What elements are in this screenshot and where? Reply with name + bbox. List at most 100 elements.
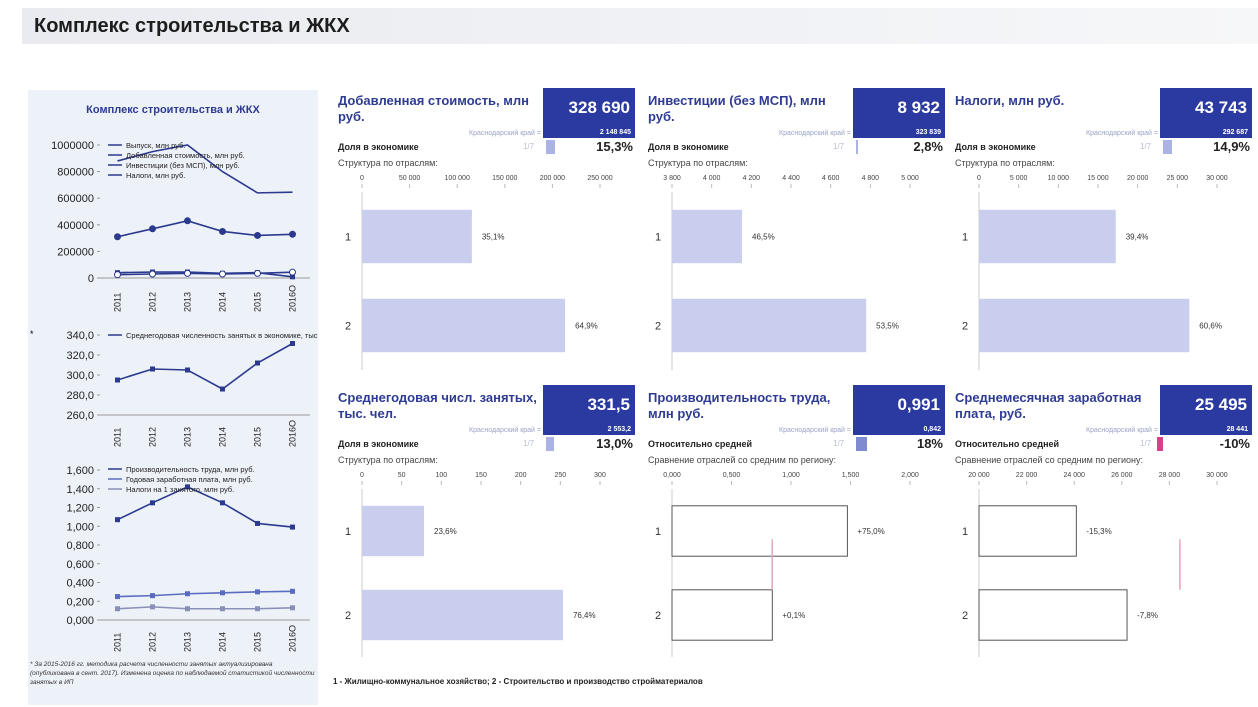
subtitle: Сравнение отраслей со средним по региону…	[648, 455, 837, 465]
point	[115, 594, 120, 600]
panel-title: Комплекс строительства и ЖКХ	[86, 104, 260, 116]
y-tick-label: 340,0	[66, 330, 94, 342]
bar-label: 76,4%	[573, 611, 596, 620]
kpi-card: Производительность труда, млн руб. 0,991 К…	[643, 385, 945, 670]
card-value: 25 495	[1160, 385, 1252, 425]
legend-label: Налоги на 1 занятого, млн руб.	[126, 485, 234, 494]
point	[150, 604, 155, 610]
point	[290, 274, 295, 280]
point	[150, 500, 155, 506]
x-tick-label: 200	[515, 472, 527, 479]
x-tick-label: 2015	[253, 632, 263, 652]
x-tick-label: 2014	[218, 292, 228, 312]
x-tick-label: 1,000	[782, 472, 800, 479]
subtitle: Структура по отраслям:	[955, 158, 1055, 168]
x-tick-label: 150 000	[492, 175, 517, 182]
bar	[362, 209, 472, 264]
bar	[979, 209, 1116, 264]
share-bar	[856, 140, 858, 154]
point	[220, 590, 225, 596]
share-bar	[1163, 140, 1172, 154]
y-tick-label: 0,400	[66, 578, 94, 590]
share-title: Доля в экономике	[955, 142, 1036, 152]
bar	[671, 505, 848, 557]
x-tick-label: 28 000	[1159, 472, 1181, 479]
region-label: Краснодарский край =	[469, 130, 541, 137]
x-tick-label: 50	[398, 472, 406, 479]
card-title: Налоги, млн руб.	[955, 93, 1065, 108]
line-series	[117, 485, 293, 528]
point	[255, 360, 260, 366]
x-tick-label: 2013	[183, 632, 193, 652]
line-series	[117, 219, 293, 238]
x-tick-label: 30 000	[1206, 175, 1228, 182]
x-tick-label: 100 000	[445, 175, 470, 182]
line-series	[117, 342, 293, 390]
share-title: Относительно средней	[648, 439, 753, 449]
point	[255, 589, 260, 595]
region-label: Краснодарский край =	[1086, 427, 1158, 434]
x-tick-label: 2016О	[288, 285, 298, 312]
bar-label: 53,5%	[876, 322, 899, 331]
card-value: 8 932	[853, 88, 945, 128]
bar-label: -15,3%	[1086, 527, 1111, 536]
point	[115, 377, 120, 383]
x-tick-label: 200 000	[540, 175, 565, 182]
point	[150, 366, 155, 372]
point	[114, 233, 121, 241]
bar-label: +75,0%	[857, 527, 884, 536]
y-tick-label: 1,400	[66, 484, 94, 496]
rank: 1/7	[1140, 142, 1152, 151]
bar-label: 64,9%	[575, 322, 598, 331]
x-tick-label: 30 000	[1206, 472, 1228, 479]
x-tick-label: 26 000	[1111, 472, 1133, 479]
y-tick-label: 1000000	[51, 140, 94, 152]
x-tick-label: 0	[977, 175, 981, 182]
card-title: Добавленная стоимость, млн руб.	[338, 93, 530, 124]
bar-label: 23,6%	[434, 527, 457, 536]
bar	[362, 505, 425, 557]
point	[115, 606, 120, 612]
y-tick-label: 0,600	[66, 559, 94, 571]
share-bar	[546, 140, 556, 154]
share-value: 2,8%	[913, 139, 943, 154]
legend-label: Годовая заработная плата, млн руб.	[126, 475, 253, 484]
point	[115, 517, 120, 523]
x-tick-label: 2015	[253, 427, 263, 447]
x-tick-label: 2012	[148, 632, 158, 652]
header: Комплекс строительства и ЖКХ	[22, 8, 1258, 44]
category-label: 2	[962, 321, 968, 333]
y-tick-label: 400000	[57, 220, 94, 232]
card-title: Производительность труда, млн руб.	[648, 390, 831, 421]
x-tick-label: 2015	[253, 292, 263, 312]
y-tick-label: 260,0	[66, 410, 94, 422]
point	[254, 231, 261, 239]
point	[220, 386, 225, 392]
y-tick-label: 0,800	[66, 540, 94, 552]
category-legend: 1 - Жилищно-коммунальное хозяйство; 2 - …	[333, 677, 703, 686]
y-tick-label: 0	[88, 273, 94, 285]
category-label: 1	[655, 232, 661, 244]
point	[149, 270, 156, 278]
x-tick-label: 15 000	[1087, 175, 1109, 182]
region-value: 292 687	[1160, 128, 1252, 138]
point	[150, 593, 155, 599]
line-series	[117, 144, 293, 194]
x-tick-label: 2013	[183, 292, 193, 312]
x-tick-label: 2012	[148, 292, 158, 312]
share-value: 18%	[916, 436, 943, 451]
legend-label: Выпуск, млн руб.	[126, 141, 185, 150]
x-tick-label: 0,000	[663, 472, 681, 479]
region-value: 28 441	[1160, 425, 1252, 435]
card-value: 0,991	[853, 385, 945, 425]
point	[185, 606, 190, 612]
x-tick-label: 3 800	[663, 175, 681, 182]
kpi-card: Добавленная стоимость, млн руб. 328 690 Кр…	[333, 88, 635, 373]
x-tick-label: 50 000	[399, 175, 421, 182]
point	[185, 484, 190, 490]
subtitle: Структура по отраслям:	[338, 158, 438, 168]
bar-chart: 20 000 22 000 24 000 26 000 28 000 30 000 1 -15…	[962, 472, 1228, 657]
rank: 1/7	[523, 439, 535, 448]
point	[290, 524, 295, 530]
bar-chart: 0 5 000 10 000 15 000 20 000 25 000 30 000 1 39,…	[962, 175, 1228, 370]
